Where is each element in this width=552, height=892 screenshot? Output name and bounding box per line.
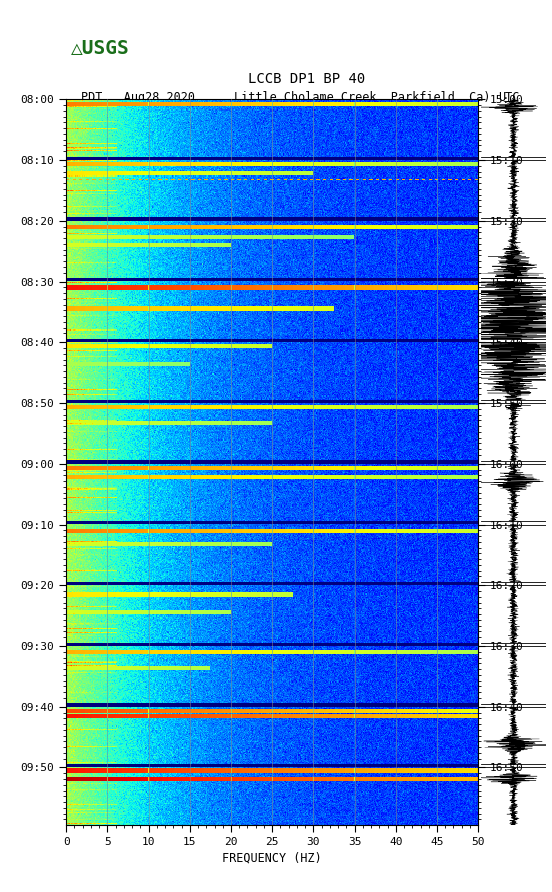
Text: PDT   Aug28,2020: PDT Aug28,2020: [81, 91, 195, 103]
Text: UTC: UTC: [498, 91, 520, 103]
Text: LCCB DP1 BP 40: LCCB DP1 BP 40: [248, 71, 365, 86]
Text: Little Cholame Creek, Parkfield, Ca): Little Cholame Creek, Parkfield, Ca): [235, 91, 491, 103]
Text: △USGS: △USGS: [71, 39, 130, 58]
X-axis label: FREQUENCY (HZ): FREQUENCY (HZ): [222, 851, 322, 864]
